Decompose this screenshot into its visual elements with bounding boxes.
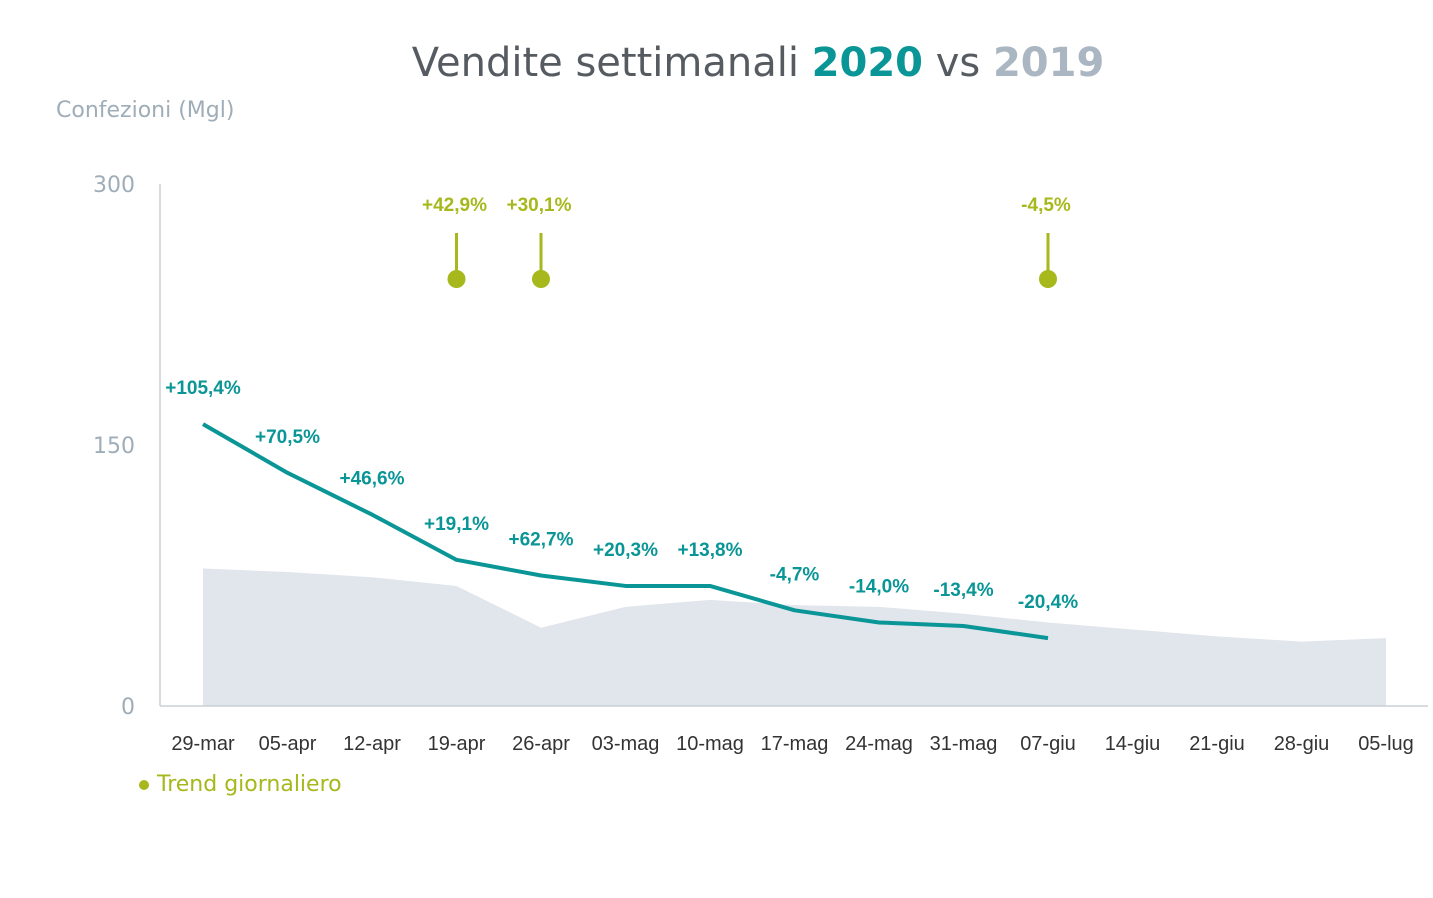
x-tick-label: 05-lug xyxy=(1358,733,1414,755)
x-tick-label: 14-giu xyxy=(1105,733,1161,755)
data-label-2020: +62,7% xyxy=(509,530,574,551)
x-tick-label: 03-mag xyxy=(592,733,660,755)
data-label-2020: +46,6% xyxy=(340,469,405,490)
data-label-2020: -20,4% xyxy=(1018,592,1078,613)
legend-trend-label: Trend giornaliero xyxy=(157,772,342,797)
data-label-2020: -14,0% xyxy=(849,576,909,597)
title-year-2019: 2019 xyxy=(992,40,1105,86)
trend-annotation-label: +30,1% xyxy=(507,195,572,216)
data-label-2020: +70,5% xyxy=(255,427,320,448)
x-tick-label: 26-apr xyxy=(512,733,570,755)
trend-annotation-label: -4,5% xyxy=(1021,195,1071,216)
data-label-2020: +20,3% xyxy=(593,540,658,561)
series-2019-area xyxy=(203,568,1386,706)
x-tick-label: 05-apr xyxy=(259,733,317,755)
title-prefix: Vendite settimanali xyxy=(411,40,812,86)
x-tick-label: 29-mar xyxy=(171,733,235,755)
legend: Trend giornaliero xyxy=(139,772,342,797)
data-label-2020: +19,1% xyxy=(424,514,489,535)
y-tick-label: 300 xyxy=(93,173,135,198)
x-tick-label: 10-mag xyxy=(676,733,744,755)
series-2020-line xyxy=(202,422,1049,641)
data-label-2020: -13,4% xyxy=(933,580,993,601)
y-tick-label: 0 xyxy=(121,695,135,720)
x-tick-label: 19-apr xyxy=(428,733,486,755)
data-label-2020: +13,8% xyxy=(678,540,743,561)
y-tick-label: 150 xyxy=(93,434,135,459)
x-tick-label: 07-giu xyxy=(1020,733,1076,755)
data-label-2020: -4,7% xyxy=(770,564,820,585)
trend-pin-dot xyxy=(447,270,466,288)
x-tick-label: 12-apr xyxy=(343,733,401,755)
x-tick-label: 17-mag xyxy=(761,733,829,755)
y-axis-unit-label: Confezioni (Mgl) xyxy=(56,98,235,123)
x-tick-label: 28-giu xyxy=(1274,733,1330,755)
x-tick-label: 31-mag xyxy=(930,733,998,755)
x-tick-label: 24-mag xyxy=(845,733,913,755)
data-label-2020: +105,4% xyxy=(165,378,241,399)
x-tick-label: 21-giu xyxy=(1189,733,1245,755)
title-year-2020: 2020 xyxy=(811,40,923,86)
trend-pin-dot xyxy=(532,270,550,288)
trend-annotation-label: +42,9% xyxy=(422,195,487,216)
legend-dot-icon xyxy=(139,780,149,790)
trend-pin-dot xyxy=(1039,270,1057,288)
title-vs: vs xyxy=(923,40,993,86)
chart-title: Vendite settimanali 2020 vs 2019 xyxy=(0,40,1433,86)
